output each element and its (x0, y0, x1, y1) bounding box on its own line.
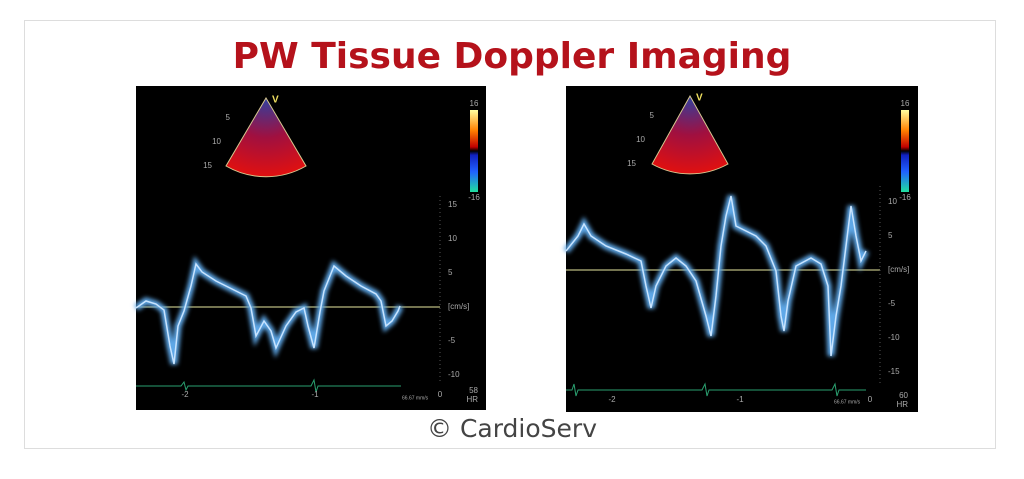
scale-label: 10 (448, 234, 457, 243)
ecg (566, 382, 866, 397)
colorbar-label: 16 (470, 99, 479, 108)
sweep-speed: 66.67 mm/s (834, 399, 861, 405)
heart-rate: 58 (469, 386, 478, 395)
heart-rate-label: HR (896, 400, 908, 409)
depth-label: 10 (212, 137, 221, 146)
sector (651, 94, 729, 175)
depth-label: 10 (636, 135, 645, 144)
sweep-speed: 66.67 mm/s (402, 395, 429, 401)
scale-label: [cm/s] (448, 302, 469, 311)
scale-label: 10 (888, 197, 897, 206)
scale-label: 15 (448, 200, 457, 209)
heart-rate: 60 (899, 391, 908, 400)
time-label: 0 (438, 390, 443, 399)
scale-label: -15 (888, 367, 900, 376)
colorbar (470, 110, 478, 192)
scale-label: -10 (888, 333, 900, 342)
depth-label: 15 (203, 161, 212, 170)
scale-label: -5 (888, 299, 896, 308)
colorbar (901, 110, 909, 192)
scale-label: 5 (888, 231, 893, 240)
caption: © CardioServ (427, 414, 597, 443)
ecg (136, 378, 401, 393)
depth-label: 5 (650, 111, 655, 120)
scale-label: -10 (448, 370, 460, 379)
time-label: -1 (311, 390, 319, 399)
colorbar-label: -16 (468, 193, 480, 202)
time-label: 0 (868, 395, 873, 404)
depth-label: 15 (627, 159, 636, 168)
sector-label: V (272, 95, 279, 106)
panel-background (136, 86, 486, 410)
waveform (565, 195, 867, 357)
scale-label: 5 (448, 268, 453, 277)
title: PW Tissue Doppler Imaging (232, 36, 792, 77)
time-label: -1 (736, 395, 744, 404)
colorbar-label: -16 (899, 193, 911, 202)
scale-label: [cm/s] (888, 265, 909, 274)
heart-rate-label: HR (466, 395, 478, 404)
colorbar-label: 16 (901, 99, 910, 108)
sector-label: V (696, 93, 703, 104)
waveform (135, 262, 401, 365)
time-label: -2 (181, 390, 189, 399)
scale-label: -5 (448, 336, 456, 345)
sector (225, 97, 307, 178)
time-label: -2 (608, 395, 616, 404)
depth-label: 5 (226, 113, 231, 122)
frame (24, 20, 996, 449)
